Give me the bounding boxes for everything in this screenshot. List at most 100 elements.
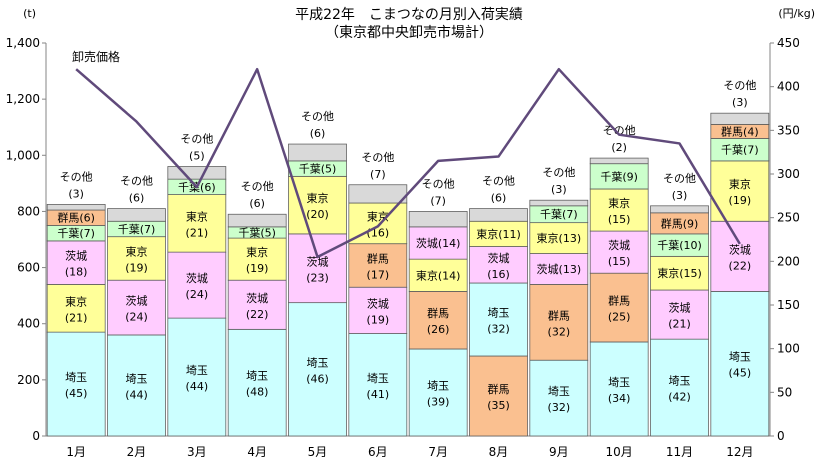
bar-segment-label: 埼玉 (39) [427, 378, 450, 408]
bar-segment-label: 茨城 (22) [246, 291, 269, 321]
x-tick-label: 10月 [606, 445, 633, 459]
bar-segment [408, 226, 468, 260]
segment-name: 茨城 [65, 249, 87, 263]
bar-segment-label: 茨城(14) [416, 236, 461, 250]
segment-percent: (39) [427, 395, 450, 408]
right-tick-label: 100 [777, 342, 800, 356]
segment-percent: (6) [249, 197, 265, 210]
segment-percent: (2) [611, 141, 627, 154]
bar-segment-label: 東京(14) [416, 268, 461, 282]
segment-name: 茨城 [186, 271, 208, 285]
bar-segment-label: 埼玉 (44) [186, 363, 209, 393]
bar-stack: 埼玉 (42) 茨城 (21) 東京(15) 千葉(10) 群馬(9) その他 (3) [650, 172, 709, 437]
bar-segment [288, 175, 347, 235]
bar-segment-label: 埼玉 (42) [668, 374, 691, 404]
segment-name: その他 [180, 133, 213, 146]
bar-stack: 埼玉 (45) 東京 (21) 茨城 (18) 千葉(7)群馬(6) その他 (3) [46, 170, 106, 437]
bar-segment [408, 348, 468, 437]
segment-percent: (24) [186, 288, 209, 301]
bar-segment-label: 群馬(6) [57, 211, 95, 225]
segment-name: 埼玉 [307, 355, 329, 369]
segment-percent: (19) [367, 313, 390, 326]
bar-segment-label: 千葉(7) [118, 222, 156, 236]
bar-stack: 埼玉 (45) 茨城 (22) 東京 (19) 千葉(7) 群馬(4) その他 (3) [710, 79, 770, 437]
bars: 埼玉(45)東京(21)茨城(18)千葉(7)群馬(6)その他(3)1月埼玉(4… [46, 79, 770, 459]
bar-segment-label: 茨城 (23) [306, 254, 329, 284]
bar-segment-label: 茨城 (19) [367, 296, 390, 326]
segment-name: 東京 [186, 209, 208, 223]
bar-segment [46, 331, 106, 437]
segment-name: その他 [241, 180, 274, 193]
bar-segment-label: 茨城 (18) [65, 249, 88, 279]
segment-percent: (15) [608, 213, 631, 226]
segment-percent: (21) [65, 311, 88, 324]
segment-name: 埼玉 [488, 306, 510, 320]
bar-segment [589, 163, 649, 190]
bar-segment-label: 千葉(5) [238, 225, 276, 239]
segment-name: その他 [723, 79, 756, 92]
bar-segment [408, 258, 468, 292]
bar-segment [288, 143, 347, 162]
segment-percent: (44) [186, 380, 209, 393]
bar-segment [408, 291, 468, 350]
bar-segment [107, 279, 166, 336]
x-tick-label: 7月 [428, 445, 448, 459]
segment-name: 茨城 [669, 301, 691, 315]
segment-percent: (20) [306, 208, 329, 221]
bar-segment-label: その他 (3) [60, 170, 93, 200]
bar-segment-label: その他 (3) [542, 166, 575, 196]
bar-segment [288, 233, 347, 304]
bar-segment-label: 東京 (20) [306, 191, 329, 221]
bar-segment [529, 359, 589, 437]
segment-name: 埼玉 [548, 384, 570, 398]
segment-name: 埼玉 [246, 369, 268, 383]
bar-segment-label: 群馬 (26) [427, 306, 450, 336]
bar-stack: 群馬 (35) 埼玉 (32) 茨城 (16) 東京(11) その他 (6) [469, 175, 528, 437]
x-tick-label: 1月 [66, 445, 86, 459]
bar-segment-label: 千葉(7) [57, 226, 95, 240]
segment-name: 群馬 [367, 251, 389, 265]
left-tick-label: 1,200 [6, 92, 40, 106]
segment-name: 埼玉 [669, 374, 691, 388]
segment-percent: (19) [729, 194, 752, 207]
segment-percent: (21) [668, 318, 691, 331]
segment-name: 東京 [65, 294, 87, 308]
right-tick-label: 50 [777, 385, 792, 399]
x-tick-label: 6月 [368, 445, 388, 459]
bar-segment-label: 東京(13) [537, 231, 582, 245]
segment-name: 東京 [126, 244, 148, 258]
bar-segment-label: その他(2) [603, 124, 636, 154]
segment-percent: (7) [370, 168, 386, 181]
x-tick-label: 11月 [666, 445, 693, 459]
bar-segment [227, 237, 287, 281]
chart-subtitle: （東京都中央卸売市場計） [325, 24, 493, 41]
segment-percent: (21) [186, 226, 209, 239]
bar-segment-label: 東京 (15) [608, 196, 631, 226]
bar-segment [529, 253, 589, 285]
segment-percent: (18) [65, 266, 88, 279]
segment-name: 東京 [246, 245, 268, 259]
bar-segment [469, 246, 528, 284]
bar-segment [288, 302, 347, 437]
segment-name: 東京 [608, 196, 630, 210]
bar-segment-label: 千葉(7) [721, 143, 759, 157]
segment-percent: (6) [310, 127, 326, 140]
bar-segment [107, 208, 166, 222]
x-tick-label: 5月 [308, 445, 328, 459]
price-line-group [75, 67, 741, 259]
bar-segment [348, 184, 408, 204]
left-tick-label: 1,400 [6, 36, 40, 50]
segment-percent: (25) [608, 311, 631, 324]
segment-percent: (32) [487, 323, 510, 336]
right-tick-label: 150 [777, 298, 800, 312]
bar-segment-label: 群馬(9) [661, 216, 699, 230]
segment-percent: (7) [430, 194, 446, 207]
segment-percent: (41) [367, 388, 390, 401]
bar-segment-label: 千葉(7) [540, 207, 578, 221]
bar-segment [650, 338, 709, 437]
left-tick-label: 600 [17, 261, 40, 275]
right-tick-label: 300 [777, 167, 800, 181]
x-tick-label: 3月 [187, 445, 207, 459]
segment-percent: (6) [491, 192, 507, 205]
